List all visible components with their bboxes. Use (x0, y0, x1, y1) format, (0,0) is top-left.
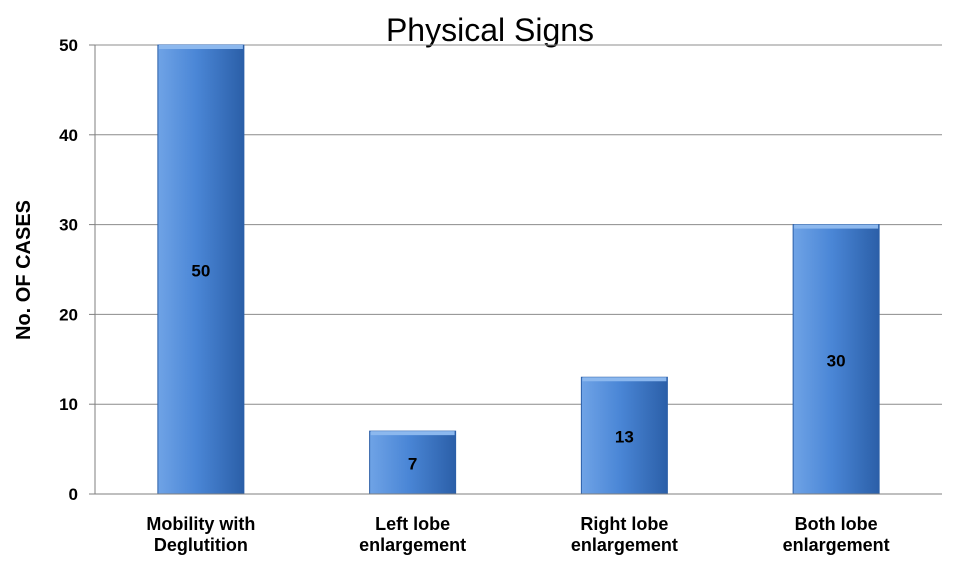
bar-data-label: 50 (191, 262, 210, 281)
chart-title: Physical Signs (386, 12, 594, 48)
y-tick-label: 40 (59, 126, 78, 145)
bar-top-highlight (370, 431, 455, 436)
bar-data-label: 7 (408, 455, 417, 474)
y-tick-label: 30 (59, 216, 78, 235)
bar-data-label: 30 (827, 351, 846, 370)
x-category-label: Right lobe enlargement (571, 514, 678, 555)
y-tick-label: 0 (69, 485, 78, 504)
x-category-label: Both lobe enlargement (783, 514, 890, 555)
bar-top-highlight (794, 224, 879, 229)
axes: 0 10 20 30 40 50 Mobility with Deglutition Left … (59, 36, 942, 555)
bar (157, 44, 245, 495)
bar-top-highlight (158, 45, 243, 49)
y-tick-label: 50 (59, 36, 78, 55)
bars: 50 7 13 30 (157, 44, 880, 495)
bar-data-label: 13 (615, 428, 634, 447)
y-tick-label: 20 (59, 305, 78, 324)
x-category-label: Left lobe enlargement (359, 514, 466, 555)
bar-top-highlight (582, 377, 667, 382)
y-axis-label: No. OF CASES (13, 200, 35, 340)
x-category-label: Mobility with Deglutition (146, 514, 255, 555)
y-tick-label: 10 (59, 395, 78, 414)
